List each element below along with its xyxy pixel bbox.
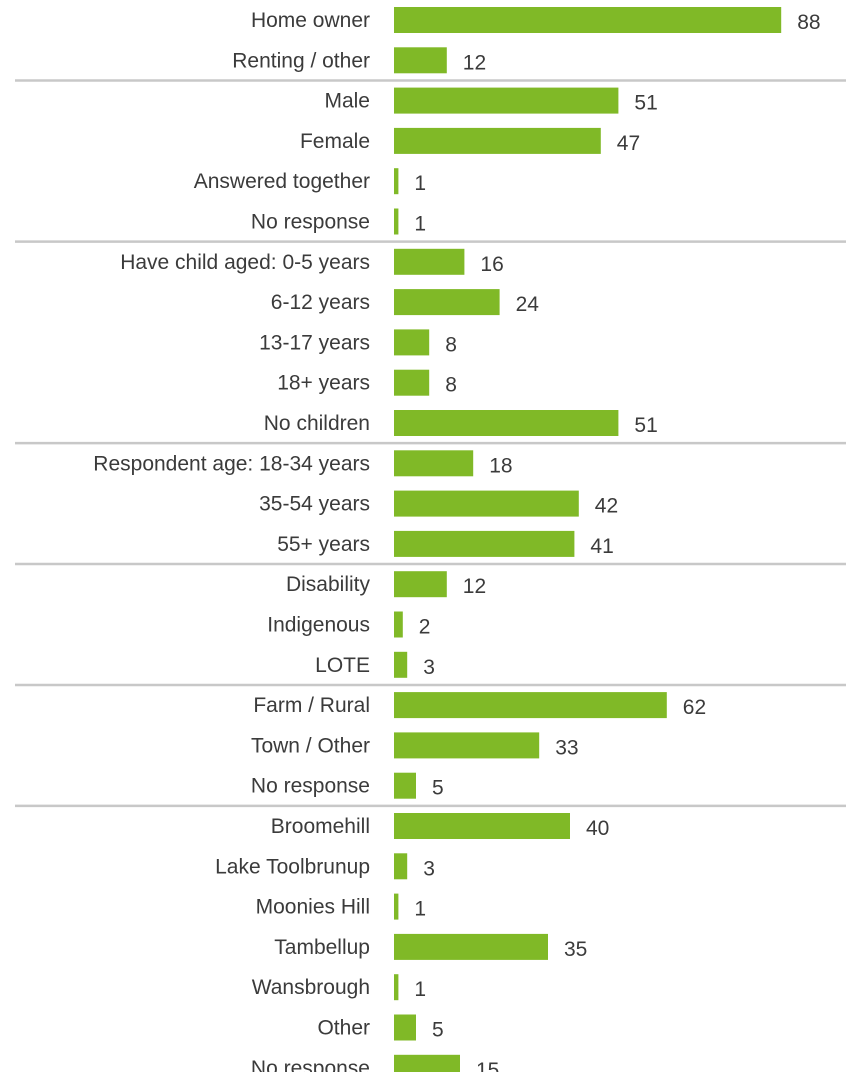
value-label: 8 (445, 333, 457, 356)
value-label: 1 (414, 978, 426, 1001)
value-label: 5 (432, 777, 444, 800)
bar (394, 127, 601, 154)
value-label: 1 (414, 172, 426, 195)
category-label: Wansbrough (252, 976, 370, 999)
bar (394, 974, 399, 1001)
category-label: No children (264, 412, 370, 435)
value-label: 42 (595, 495, 618, 518)
category-label: 6-12 years (271, 291, 370, 314)
value-label: 47 (617, 132, 640, 155)
category-label: Other (317, 1017, 370, 1040)
value-label: 5 (432, 1019, 444, 1042)
bar (394, 410, 619, 436)
category-label: Respondent age: 18-34 years (93, 452, 370, 475)
category-label: 55+ years (277, 533, 370, 556)
bar (394, 813, 570, 839)
value-label: 41 (590, 535, 613, 558)
bar (394, 611, 403, 638)
category-label: Farm / Rural (253, 694, 370, 717)
bar (394, 853, 408, 880)
bar (394, 772, 416, 799)
value-label: 51 (634, 92, 657, 115)
bar (394, 329, 430, 356)
value-label: 1 (414, 213, 426, 236)
value-label: 2 (419, 616, 431, 639)
category-label: Home owner (251, 9, 370, 32)
value-label: 16 (480, 253, 503, 276)
bar (394, 732, 540, 759)
category-label: Male (324, 90, 370, 113)
value-label: 33 (555, 736, 578, 759)
category-label: No response (251, 1057, 370, 1072)
category-label: Have child aged: 0-5 years (120, 251, 370, 274)
bar (394, 490, 579, 517)
bar (394, 651, 408, 678)
category-label: No response (251, 211, 370, 234)
bar (394, 208, 399, 235)
value-label: 88 (797, 11, 820, 34)
category-label: Indigenous (267, 614, 370, 637)
category-label: Disability (286, 573, 371, 596)
value-label: 24 (516, 293, 540, 316)
category-label: Moonies Hill (256, 896, 370, 919)
value-label: 1 (414, 898, 426, 921)
category-label: Renting / other (232, 49, 370, 72)
value-label: 40 (586, 817, 609, 840)
value-label: 51 (634, 414, 657, 437)
value-label: 18 (489, 454, 512, 477)
bar (394, 530, 575, 557)
bar (394, 7, 782, 33)
category-label: Broomehill (271, 815, 370, 838)
bar (394, 571, 447, 598)
bar (394, 450, 474, 477)
bar (394, 289, 500, 316)
bar (394, 1054, 460, 1072)
bar (394, 47, 447, 74)
bar (394, 87, 619, 114)
bar (394, 692, 667, 719)
category-label: No response (251, 775, 370, 798)
category-label: Town / Other (251, 734, 370, 757)
bar (394, 248, 465, 275)
value-label: 3 (423, 857, 435, 880)
value-label: 35 (564, 938, 587, 961)
value-label: 15 (476, 1059, 499, 1072)
bar (394, 369, 430, 396)
bar (394, 1014, 416, 1041)
value-label: 12 (463, 575, 486, 598)
value-label: 8 (445, 374, 457, 397)
value-label: 62 (683, 696, 706, 719)
category-label: 13-17 years (259, 331, 370, 354)
category-label: 18+ years (277, 372, 370, 395)
category-label: LOTE (315, 654, 370, 677)
value-label: 3 (423, 656, 435, 679)
bar (394, 893, 399, 920)
category-label: Answered together (194, 170, 370, 193)
category-label: Female (300, 130, 370, 153)
value-label: 12 (463, 51, 486, 74)
category-label: 35-54 years (259, 493, 370, 516)
bar (394, 933, 548, 960)
bar (394, 168, 399, 195)
category-label: Tambellup (274, 936, 370, 959)
category-label: Lake Toolbrunup (215, 855, 370, 878)
